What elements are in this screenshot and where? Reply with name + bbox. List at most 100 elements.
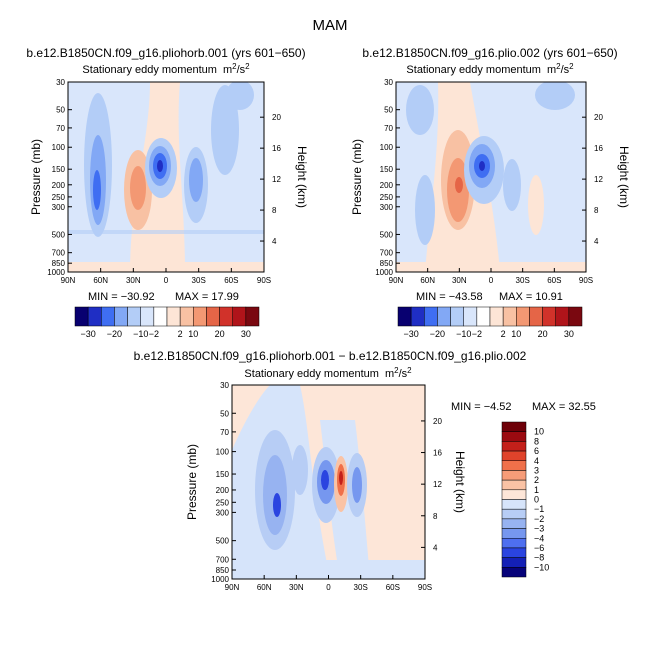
height-tick-label: 4 [594,237,599,246]
x-tick-label: 90N [225,583,240,592]
x-tick-label: 60N [93,276,108,285]
x-tick-label: 0 [489,276,494,285]
colorbar-label: −2 [149,329,159,339]
colorbar-label: 20 [538,329,548,339]
colorbar-label: 4 [534,456,539,466]
panel-c-ylabel-right: Height (km) [453,451,467,513]
panel-c-subtitle: Stationary eddy momentum m2/s2 [244,366,412,380]
panel-b-plot [396,82,586,272]
colorbar-swatch [501,547,527,558]
panel-a-subtitle: Stationary eddy momentum m2/s2 [82,62,250,76]
colorbar-swatch [502,306,517,327]
x-tick-label: 30N [289,583,304,592]
height-tick-label: 16 [433,449,442,458]
y-tick-label: 30 [384,78,393,87]
panel-c-title: b.e12.B1850CN.f09_g16.pliohorb.001 − b.e… [134,349,527,363]
y-tick-label: 100 [380,143,394,152]
height-tick-label: 20 [272,113,281,122]
y-tick-label: 30 [56,78,65,87]
y-tick-label: 700 [216,555,230,564]
panel-c-min: MIN = −4.52 [451,401,512,413]
colorbar-label: −20 [107,329,122,339]
colorbar-swatch [501,479,527,491]
x-tick-label: 60S [224,276,238,285]
y-tick-label: 250 [216,498,230,507]
height-tick-label: 8 [272,206,277,215]
x-tick-label: 0 [164,276,169,285]
height-tick-label: 12 [594,175,603,184]
colorbar-label: 8 [534,436,539,446]
y-tick-label: 1000 [47,268,65,277]
panel-b-colorbar: −30 −20 −10 −2 2 10 20 30 [397,306,583,339]
colorbar-swatch [206,306,220,327]
colorbar-label: −10 [534,562,549,572]
colorbar-label: 2 [178,329,183,339]
height-tick-label: 16 [272,144,281,153]
colorbar-label: −20 [430,329,445,339]
colorbar-swatch [87,306,102,327]
colorbar-swatch [501,421,527,432]
colorbar-swatch [114,306,128,327]
colorbar-swatch [74,306,89,327]
colorbar-swatch [410,306,425,327]
colorbar-swatch [501,470,527,481]
colorbar-swatch [476,306,491,327]
y-tick-label: 250 [380,193,394,202]
y-tick-label: 500 [52,230,66,239]
panel-b-ylabel: Pressure (mb) [350,139,364,215]
colorbar-label: −4 [534,533,544,543]
colorbar-swatch [245,306,260,327]
x-tick-label: 90S [579,276,593,285]
colorbar-swatch [501,489,527,500]
y-tick-label: 700 [52,249,66,258]
colorbar-label: −10 [133,329,148,339]
panel-c-max: MAX = 32.55 [532,401,596,413]
x-tick-label: 0 [326,583,331,592]
panel-a-colorbar: −30 −20 −10 −2 2 10 20 30 [74,306,260,339]
colorbar-swatch [424,306,438,327]
colorbar-label: 0 [534,495,539,505]
panel-b-subtitle: Stationary eddy momentum m2/s2 [406,62,574,76]
panel-a-plot [68,82,264,272]
colorbar-swatch [501,567,527,578]
height-tick-label: 4 [433,543,438,552]
x-tick-label: 90N [61,276,76,285]
colorbar-swatch [501,450,527,461]
panel-a-title: b.e12.B1850CN.f09_g16.pliohorb.001 (yrs … [26,46,305,60]
colorbar-label: 30 [241,329,251,339]
y-tick-label: 300 [216,508,230,517]
y-tick-label: 850 [216,566,230,575]
y-tick-label: 250 [52,193,66,202]
colorbar-swatch [501,538,527,549]
colorbar-label: 2 [501,329,506,339]
panel-c: b.e12.B1850CN.f09_g16.pliohorb.001 − b.e… [134,349,596,592]
y-tick-label: 1000 [375,268,393,277]
panel-a-axes: 90N 60N 30N 0 30S 60S 90S 30 50 70 100 150 200 250300… [47,78,281,285]
x-tick-label: 60S [547,276,561,285]
x-tick-label: 60N [420,276,435,285]
colorbar-swatch [501,508,527,520]
colorbar-swatch [193,306,207,327]
colorbar-label: 1 [534,485,539,495]
y-tick-label: 70 [56,124,65,133]
y-tick-label: 150 [52,165,66,174]
x-tick-label: 90S [418,583,432,592]
colorbar-swatch [516,306,530,327]
colorbar-label: −6 [534,543,544,553]
colorbar-swatch [101,306,115,327]
y-tick-label: 200 [52,181,66,190]
y-tick-label: 850 [380,259,394,268]
panel-c-ylabel: Pressure (mb) [185,444,199,520]
colorbar-label: −10 [456,329,471,339]
panel-b: b.e12.B1850CN.f09_g16.plio.002 (yrs 601−… [350,46,631,339]
colorbar-label: −2 [472,329,482,339]
height-tick-label: 16 [594,144,603,153]
x-tick-label: 30S [354,583,368,592]
y-tick-label: 30 [220,381,229,390]
panel-a-min: MIN = −30.92 [88,291,155,303]
x-tick-label: 60S [386,583,400,592]
panel-a-ylabel: Pressure (mb) [29,139,43,215]
colorbar-swatch [450,306,464,327]
y-tick-label: 50 [56,106,65,115]
x-tick-label: 30S [516,276,530,285]
